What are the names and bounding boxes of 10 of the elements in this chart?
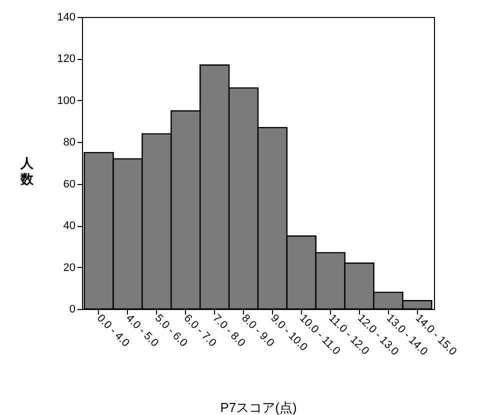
y-tick-label: 120 [57,53,76,66]
y-tick-label: 60 [63,178,76,190]
y-tick-label: 0 [69,304,76,316]
y-tick-label: 100 [57,94,76,107]
y-tick-label: 40 [63,220,76,232]
y-tick-label: 140 [57,12,76,24]
y-tick-label: 20 [63,262,76,274]
y-axis-title: 人数 [20,156,35,186]
y-tick-label: 80 [63,136,76,149]
x-axis-title: P7スコア(点) [220,400,297,415]
